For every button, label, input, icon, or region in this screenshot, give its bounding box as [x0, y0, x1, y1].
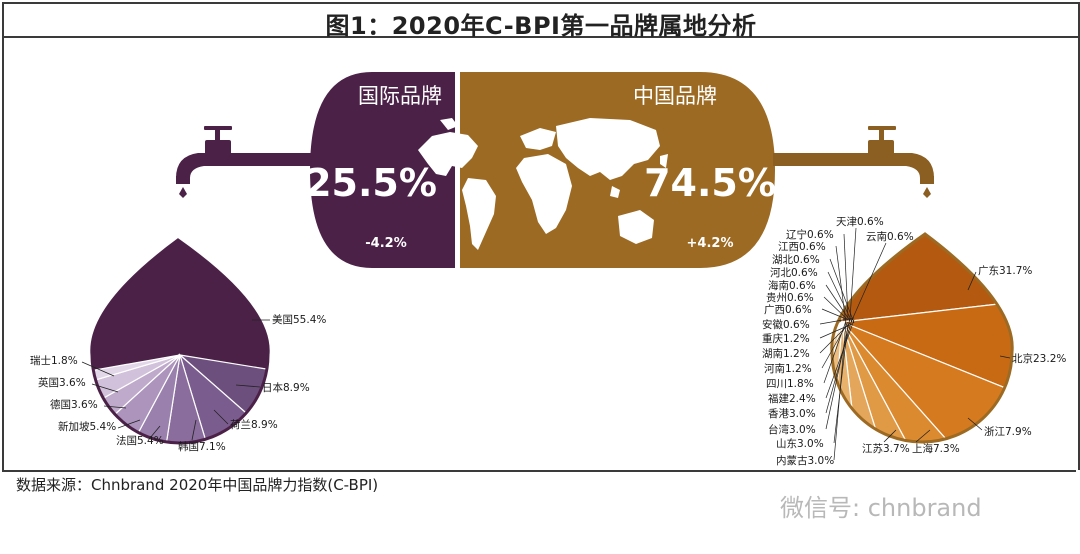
- leader-line: [849, 227, 857, 320]
- leader-line: [823, 296, 849, 321]
- source-divider: [2, 470, 1076, 500]
- pie-label: 安徽0.6%: [762, 318, 810, 331]
- pie-slice: [841, 321, 937, 442]
- leader-line: [999, 355, 1011, 359]
- pie-slice: [841, 321, 975, 442]
- pie-slice: [91, 354, 181, 443]
- faucet-icon: [773, 126, 934, 198]
- pie-label: 云南0.6%: [866, 230, 914, 243]
- leader-line: [149, 425, 161, 439]
- pie-slice: [178, 353, 269, 443]
- pie-label: 美国55.4%: [272, 313, 326, 326]
- pie-slice: [841, 298, 1013, 397]
- domestic-label: 中国品牌: [633, 84, 717, 108]
- pie-slice: [831, 321, 843, 427]
- leader-line: [91, 383, 119, 393]
- pie-label: 福建2.4%: [768, 392, 816, 405]
- leader-line: [117, 419, 141, 429]
- leader-line: [967, 417, 983, 431]
- leader-line: [825, 284, 851, 322]
- faucet-icon: [176, 126, 312, 198]
- chart-title: 图1：2020年C-BPI第一品牌属地分析: [325, 12, 757, 40]
- pie-label: 德国3.6%: [50, 398, 98, 411]
- leader-line: [81, 361, 115, 377]
- leader-line: [915, 429, 931, 443]
- pie-label: 贵州0.6%: [766, 291, 814, 304]
- leader-line: [825, 319, 855, 399]
- leader-line: [851, 242, 887, 321]
- pie-slice: [91, 354, 181, 443]
- pie-label: 江西0.6%: [778, 241, 826, 253]
- pie-label: 四川1.8%: [766, 378, 814, 390]
- pie-label: 湖北0.6%: [772, 254, 820, 266]
- international-label: 国际品牌: [358, 84, 442, 108]
- international-capsule: [310, 72, 455, 268]
- pie-label: 上海7.3%: [912, 442, 960, 455]
- international-value: 25.5%: [305, 161, 437, 205]
- pie-label: 天津0.6%: [836, 216, 884, 228]
- pie-label: 新加坡5.4%: [58, 420, 116, 433]
- pie-label: 辽宁0.6%: [786, 228, 834, 241]
- pie-label: 广西0.6%: [764, 304, 812, 316]
- leader-line: [103, 405, 127, 409]
- pie-label: 广东31.7%: [978, 264, 1032, 277]
- pie-label: 湖南1.2%: [762, 347, 810, 360]
- drop-outline: [830, 232, 1014, 444]
- leader-line: [819, 322, 851, 354]
- pie-slice: [831, 321, 843, 433]
- leader-line: [843, 233, 849, 319]
- pie-slice: [178, 354, 269, 443]
- pie-label: 韩国7.1%: [178, 440, 226, 453]
- world-map-icon: [418, 118, 668, 250]
- pie-label: 内蒙古3.0%: [776, 454, 834, 467]
- leader-line: [835, 245, 847, 325]
- pie-label: 香港3.0%: [768, 408, 816, 420]
- pie-label: 台湾3.0%: [768, 423, 816, 436]
- pie-label: 北京23.2%: [1012, 352, 1066, 365]
- pie-slice: [831, 321, 843, 439]
- pie-label: 江苏3.7%: [862, 442, 910, 455]
- international-pie-chart: 美国55.4% 日本8.9% 荷兰8.9% 韩国7.1% 法国5.4%新加坡5.4% 德国…: [30, 238, 326, 453]
- wechat-watermark: 微信号: chnbrand: [780, 494, 982, 522]
- pie-slice: [91, 354, 181, 411]
- chart-canvas: 国际品牌 25.5% -4.2% 中国品牌 74.5% +4.2% 美国55.: [30, 72, 1066, 467]
- leader-line: [819, 323, 853, 339]
- pie-label: 浙江7.9%: [984, 426, 1032, 438]
- data-source: 数据来源：Chnbrand 2020年中国品牌力指数(C-BPI): [16, 476, 379, 494]
- international-change: -4.2%: [365, 236, 406, 251]
- content-border: [2, 36, 1080, 470]
- leader-line: [825, 317, 851, 430]
- leader-line: [825, 318, 853, 414]
- domestic-change: +4.2%: [687, 236, 734, 251]
- leader-line: [213, 409, 229, 425]
- leader-line: [967, 271, 977, 291]
- pie-label: 河北0.6%: [770, 267, 818, 279]
- leader-line: [883, 429, 897, 443]
- pie-label: 法国5.4%: [116, 434, 164, 447]
- pie-label: 英国3.6%: [38, 376, 86, 389]
- pie-label: 重庆1.2%: [762, 332, 810, 345]
- pie-label: 海南0.6%: [768, 279, 816, 292]
- pie-label: 山东3.0%: [776, 437, 824, 450]
- pie-label: 河南1.2%: [764, 362, 812, 375]
- pie-label: 日本8.9%: [262, 381, 310, 394]
- leader-line: [191, 419, 197, 441]
- domestic-pie-chart: 广东31.7% 北京23.2% 浙江7.9% 上海7.3%江苏3.7% 内蒙古3.0% 山…: [762, 216, 1066, 467]
- drop-outline: [90, 238, 270, 445]
- domestic-value: 74.5%: [644, 161, 776, 205]
- leader-line: [235, 384, 261, 388]
- pie-label: 荷兰8.9%: [230, 418, 278, 431]
- pie-label: 瑞士1.8%: [30, 354, 78, 367]
- pie-slice: [841, 321, 902, 442]
- title-bar: 图1：2020年C-BPI第一品牌属地分析: [2, 2, 1080, 40]
- leader-line: [821, 308, 847, 320]
